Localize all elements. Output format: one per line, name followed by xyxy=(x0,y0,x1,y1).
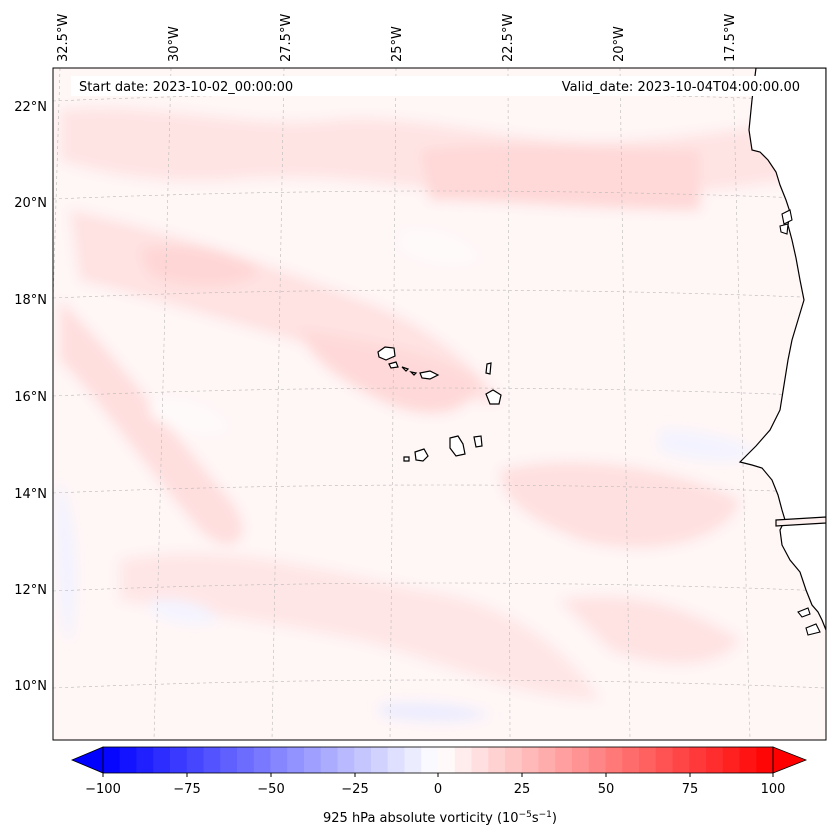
cb-tick-label: 50 xyxy=(598,782,615,797)
colorbar-segment xyxy=(488,747,506,773)
colorbar-segment xyxy=(555,747,573,773)
header-band xyxy=(71,76,809,96)
lon-label: 25°W xyxy=(390,26,405,62)
colorbar-segment xyxy=(320,747,338,773)
colorbar-segments xyxy=(103,747,774,773)
cb-tick-label: −75 xyxy=(173,782,200,797)
colorbar-segment xyxy=(588,747,606,773)
longitude-labels: 32.5°W 30°W 27.5°W 25°W 22.5°W 20°W 17.5… xyxy=(56,14,738,62)
colorbar-segment xyxy=(639,747,657,773)
colorbar-segment xyxy=(655,747,673,773)
cb-tick-label: 100 xyxy=(761,782,786,797)
lat-label: 12°N xyxy=(14,583,47,598)
colorbar-segment xyxy=(438,747,456,773)
colorbar-segment xyxy=(119,747,137,773)
cb-tick-label: −100 xyxy=(85,782,121,797)
africa-coastline xyxy=(738,68,826,631)
lat-label: 14°N xyxy=(14,487,47,502)
map-panel: Start date: 2023-10-02_00:00:00 Valid_da… xyxy=(52,67,827,741)
colorbar-segment xyxy=(739,747,757,773)
colorbar-segment xyxy=(404,747,422,773)
colorbar-segment xyxy=(672,747,690,773)
colorbar-segment xyxy=(521,747,539,773)
colorbar-segment xyxy=(153,747,171,773)
colorbar-segment xyxy=(471,747,489,773)
colorbar-segment xyxy=(103,747,121,773)
colorbar-segment xyxy=(136,747,154,773)
lon-label: 32.5°W xyxy=(56,14,71,62)
colorbar-segment xyxy=(689,747,707,773)
lat-label: 22°N xyxy=(14,100,47,115)
vorticity-field xyxy=(56,107,826,722)
coastal-islands xyxy=(779,209,821,636)
map-frame xyxy=(52,67,827,741)
colorbar-segment xyxy=(505,747,523,773)
colorbar-segment xyxy=(572,747,590,773)
colorbar-segment xyxy=(170,747,188,773)
colorbar-segment xyxy=(706,747,724,773)
colorbar-segment xyxy=(220,747,238,773)
lat-label: 16°N xyxy=(14,390,47,405)
cb-tick-label: 0 xyxy=(434,782,442,797)
gridlines xyxy=(53,68,826,740)
colorbar-segment xyxy=(722,747,740,773)
colorbar-segment xyxy=(354,747,372,773)
colorbar-segment xyxy=(622,747,640,773)
colorbar-right-arrow xyxy=(772,746,808,774)
lon-label: 20°W xyxy=(612,26,627,62)
colorbar-segment xyxy=(253,747,271,773)
colorbar-segment xyxy=(756,747,774,773)
lat-label: 18°N xyxy=(14,293,47,308)
cb-tick-label: 25 xyxy=(514,782,531,797)
cb-tick-label: −25 xyxy=(341,782,368,797)
colorbar-segment xyxy=(270,747,288,773)
colorbar-segment xyxy=(287,747,305,773)
cb-tick-label: −50 xyxy=(257,782,284,797)
lon-label: 30°W xyxy=(167,26,182,62)
colorbar-segment xyxy=(203,747,221,773)
lon-label: 22.5°W xyxy=(501,14,516,62)
colorbar-left-arrow xyxy=(70,746,104,774)
colorbar-segment xyxy=(538,747,556,773)
latitude-labels: 22°N 20°N 18°N 16°N 14°N 12°N 10°N xyxy=(14,100,47,694)
lon-label: 27.5°W xyxy=(279,14,294,62)
lon-label: 17.5°W xyxy=(723,14,738,62)
cape-verde-islands xyxy=(377,346,502,462)
colorbar-segment xyxy=(186,747,204,773)
colorbar-segment xyxy=(421,747,439,773)
colorbar: −100 −75 −50 −25 0 25 50 75 100 925 hPa … xyxy=(70,746,808,826)
start-date-label: Start date: 2023-10-02_00:00:00 xyxy=(79,80,293,95)
colorbar-segment xyxy=(304,747,322,773)
lat-label: 10°N xyxy=(14,679,47,694)
colorbar-segment xyxy=(237,747,255,773)
colorbar-segment xyxy=(605,747,623,773)
lat-label: 20°N xyxy=(14,196,47,211)
colorbar-segment xyxy=(454,747,472,773)
cb-tick-label: 75 xyxy=(682,782,699,797)
colorbar-segment xyxy=(387,747,405,773)
colorbar-label: 925 hPa absolute vorticity (10−5s−1) xyxy=(323,810,557,826)
colorbar-ticks: −100 −75 −50 −25 0 25 50 75 100 xyxy=(85,773,785,797)
valid-date-label: Valid_date: 2023-10-04T04:00:00.00 xyxy=(562,80,800,95)
colorbar-segment xyxy=(337,747,355,773)
colorbar-segment xyxy=(371,747,389,773)
